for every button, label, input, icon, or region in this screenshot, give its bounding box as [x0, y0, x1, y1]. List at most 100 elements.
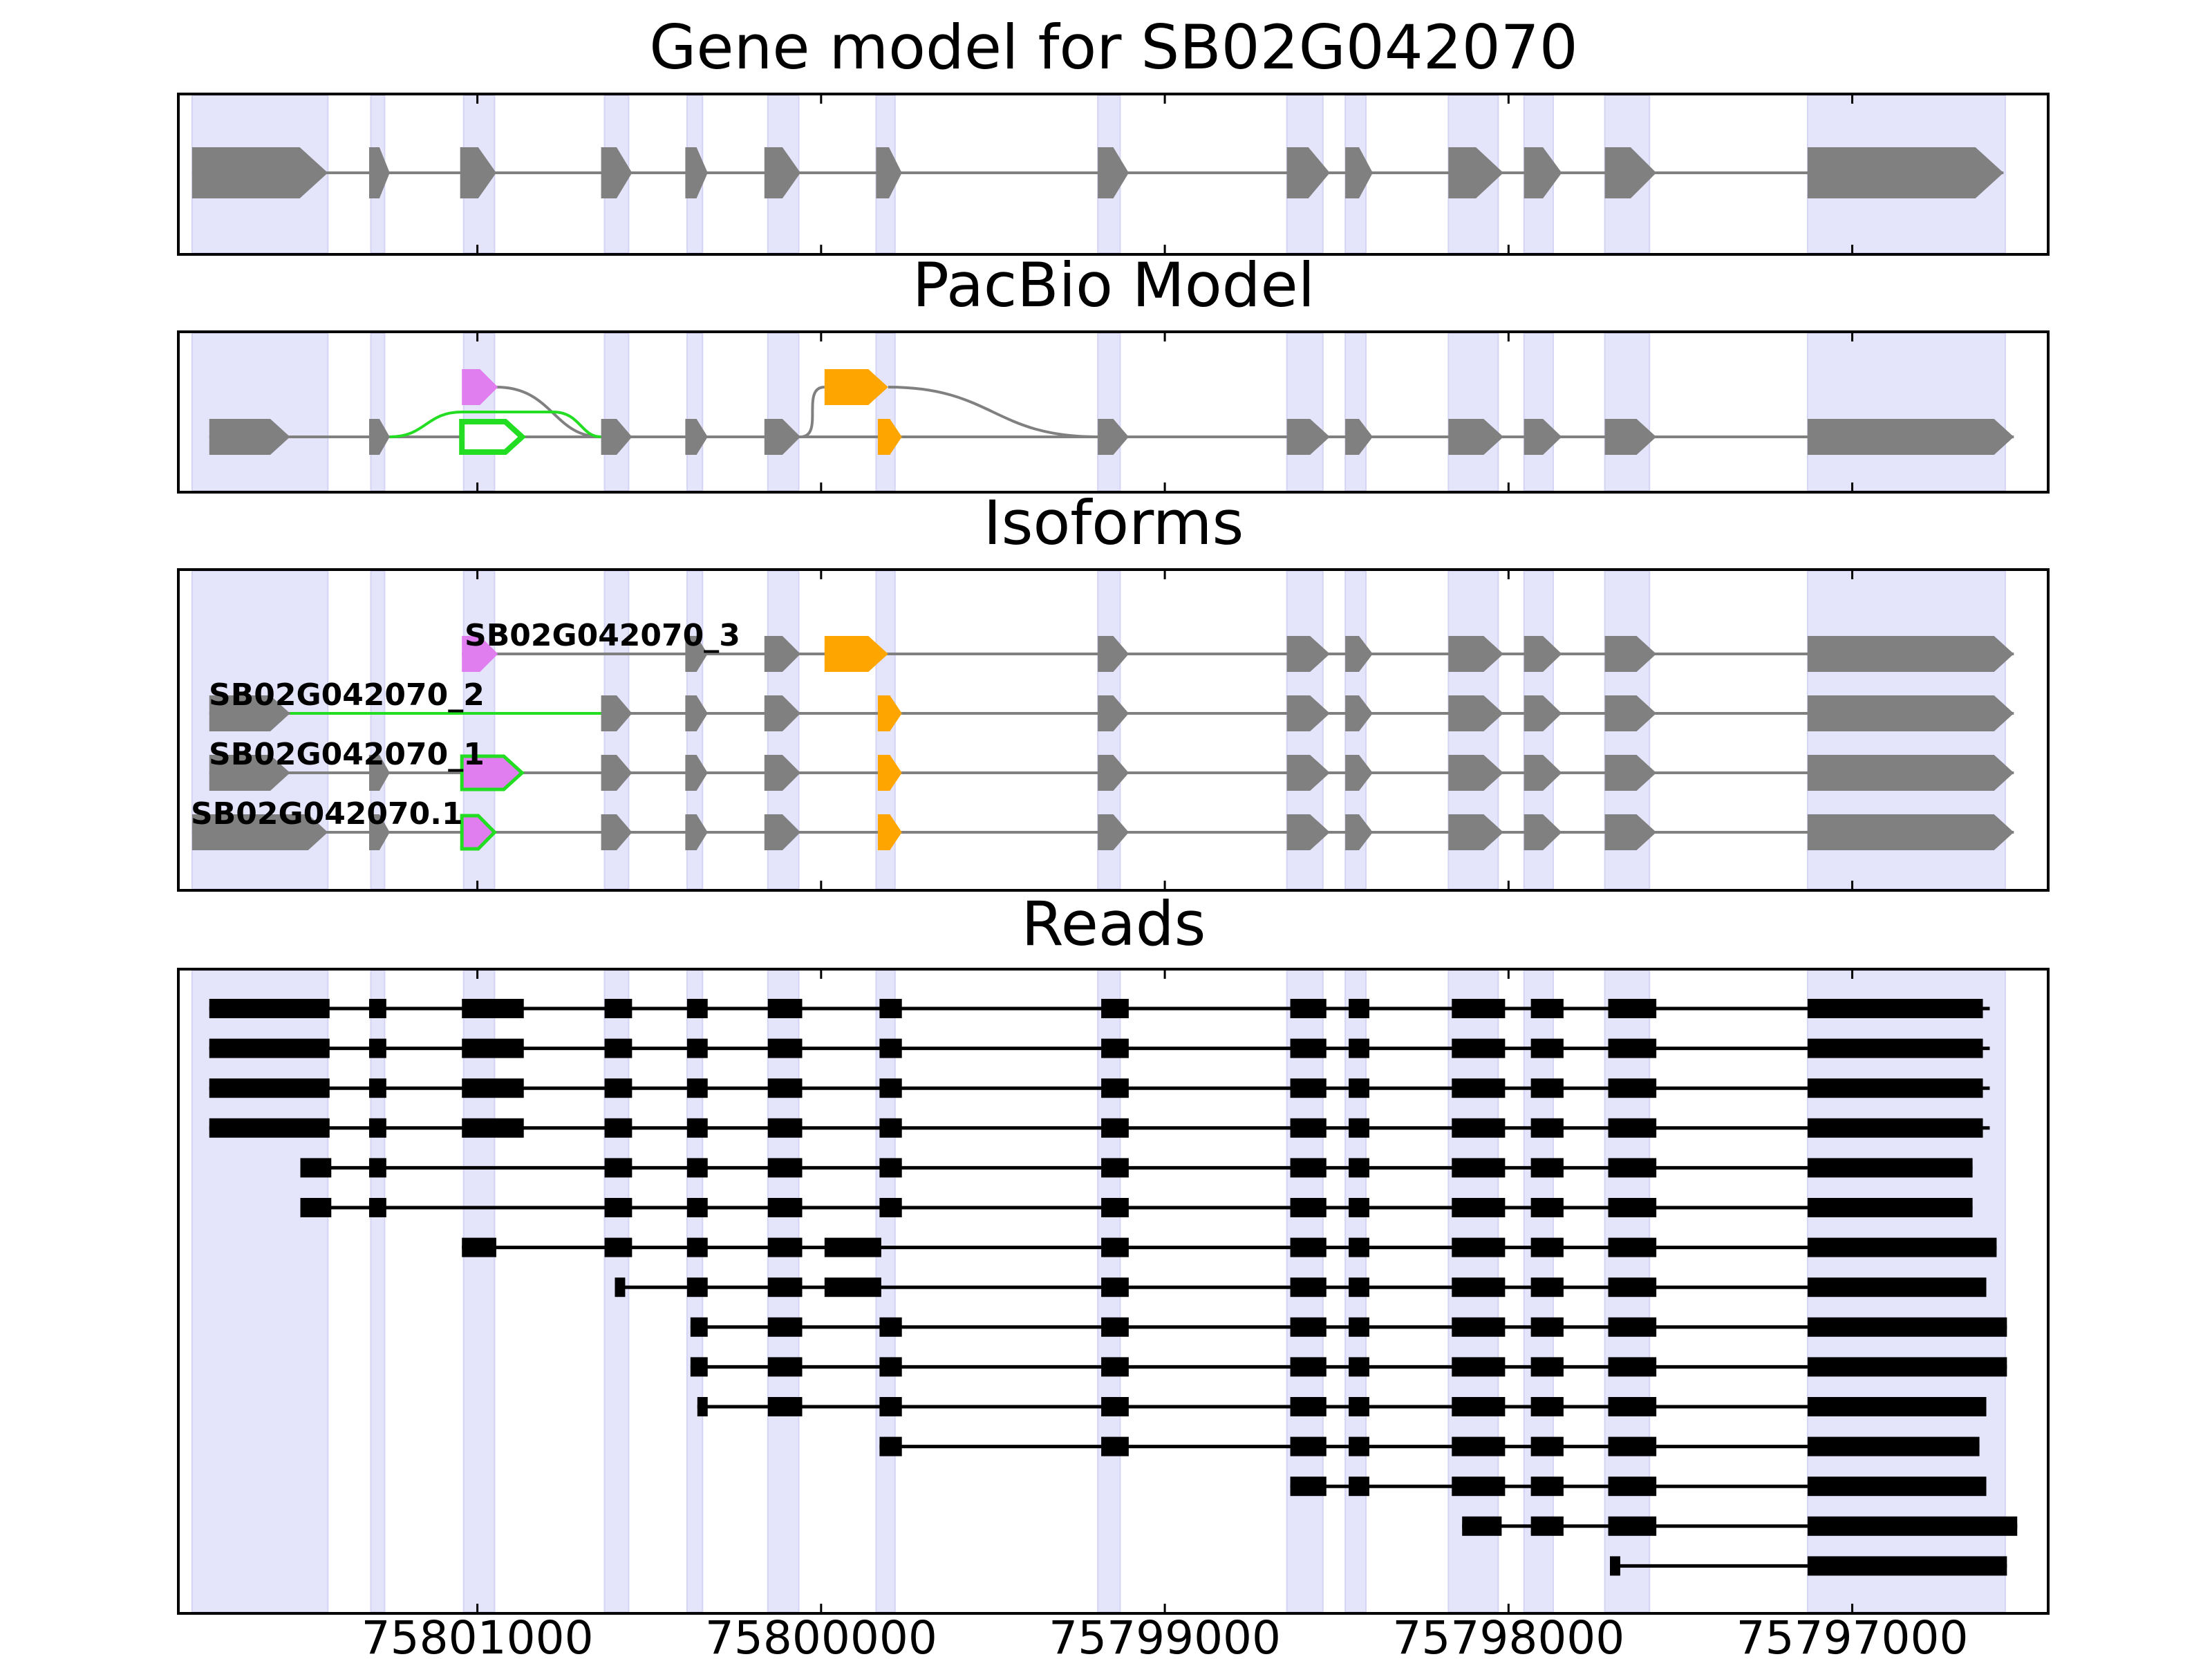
- exon: [460, 147, 496, 198]
- read-block: [697, 1397, 708, 1416]
- exon: [764, 419, 800, 455]
- read-block: [1807, 1357, 2007, 1377]
- read-block: [1290, 1397, 1327, 1416]
- read-block: [686, 999, 708, 1018]
- panel-title-reads: Reads: [1022, 888, 1206, 959]
- read-block: [1807, 1516, 2018, 1536]
- alt-exon: [462, 636, 498, 672]
- read-block: [604, 1198, 632, 1217]
- read-block: [462, 1038, 524, 1058]
- read-block: [690, 1357, 708, 1377]
- exon: [1448, 419, 1503, 455]
- read-block: [1452, 1477, 1506, 1497]
- exon: [685, 695, 708, 731]
- exon: [601, 419, 632, 455]
- read-block: [1530, 1357, 1564, 1377]
- isoform-label: SB02G042070_1: [209, 737, 485, 772]
- read-block: [879, 1038, 902, 1058]
- read-block: [1349, 1038, 1369, 1058]
- tick-label: 75799000: [1049, 1611, 1281, 1659]
- exon: [1807, 695, 2014, 731]
- read-block: [1290, 1237, 1327, 1257]
- read-block: [879, 1436, 902, 1456]
- highlight-region: [1447, 332, 1499, 491]
- read-block: [1462, 1516, 1502, 1536]
- read-block: [1290, 1078, 1327, 1098]
- read-block: [1452, 1198, 1506, 1217]
- tick-label: 75797000: [1736, 1611, 1969, 1659]
- exon: [209, 695, 290, 731]
- exon: [764, 636, 800, 672]
- isoform-label: SB02G042070.1: [191, 796, 463, 832]
- read-block: [604, 1158, 632, 1178]
- read-block: [686, 1158, 708, 1178]
- read-block: [1530, 1237, 1564, 1257]
- read-block: [368, 1078, 386, 1098]
- exon: [1286, 147, 1330, 198]
- exon: [209, 755, 290, 791]
- read-block: [1452, 1277, 1506, 1297]
- read: [690, 1317, 2007, 1337]
- exon: [1604, 695, 1657, 731]
- read: [1462, 1516, 2018, 1536]
- read-block: [1349, 1198, 1369, 1217]
- read-block: [1807, 1277, 1987, 1297]
- read-block: [300, 1158, 332, 1178]
- tick-label: 75800000: [705, 1611, 937, 1659]
- highlight-region: [1097, 332, 1121, 491]
- read-block: [1452, 1317, 1506, 1337]
- exon: [1524, 814, 1562, 850]
- read-block: [1290, 1317, 1327, 1337]
- alt-exon-outlined: [460, 754, 525, 791]
- read-block: [1608, 1198, 1657, 1217]
- read-block: [879, 999, 902, 1018]
- exon: [369, 419, 390, 455]
- highlight-region: [1523, 332, 1554, 491]
- read-block: [604, 999, 632, 1018]
- highlight-region: [1604, 332, 1651, 491]
- tick-label: 75801000: [362, 1611, 594, 1659]
- exon: [685, 814, 708, 850]
- isoforms-panel: SB02G042070_3 SB02G042070_2 SB02G042070_1 S…: [177, 568, 2050, 892]
- highlight-region: [191, 970, 329, 1613]
- read: [697, 1397, 1987, 1416]
- alt-exon: [877, 419, 902, 455]
- read-block: [1608, 1516, 1657, 1536]
- exon: [685, 147, 708, 198]
- skip-path: [389, 411, 601, 438]
- read-block: [368, 1158, 386, 1178]
- read-block: [368, 1118, 386, 1138]
- read-block: [1349, 1237, 1369, 1257]
- panel-title-isoforms: Isoforms: [984, 487, 1244, 559]
- exon: [1345, 636, 1373, 672]
- read: [615, 1277, 1987, 1297]
- exon: [1807, 636, 2014, 672]
- read-block: [1807, 1237, 1997, 1257]
- exon: [1807, 755, 2014, 791]
- exon: [1098, 147, 1129, 198]
- x-axis: 75801000 75800000 75799000 75798000 75797000: [362, 94, 1969, 1659]
- exon: [1098, 419, 1129, 455]
- read-block: [1101, 1317, 1129, 1337]
- read-block: [767, 1118, 803, 1138]
- exon: [1345, 147, 1373, 198]
- alt-exon: [824, 636, 888, 672]
- exon: [1345, 814, 1373, 850]
- read-block: [462, 1237, 496, 1257]
- read-block: [1608, 999, 1657, 1018]
- read-block: [300, 1198, 332, 1217]
- read-block: [1101, 1436, 1129, 1456]
- read-block: [1530, 999, 1564, 1018]
- panel-title-pacbio: PacBio Model: [912, 250, 1315, 321]
- read-block: [1530, 1198, 1564, 1217]
- exon: [1604, 147, 1657, 198]
- read-block: [1807, 1158, 1973, 1178]
- read-block: [1530, 1038, 1564, 1058]
- read-block: [1349, 1317, 1369, 1337]
- read: [879, 1436, 1980, 1456]
- read-block: [1608, 1277, 1657, 1297]
- exon: [1448, 814, 1503, 850]
- read-block: [686, 1078, 708, 1098]
- highlight-region: [686, 332, 704, 491]
- read-block: [1452, 1397, 1506, 1416]
